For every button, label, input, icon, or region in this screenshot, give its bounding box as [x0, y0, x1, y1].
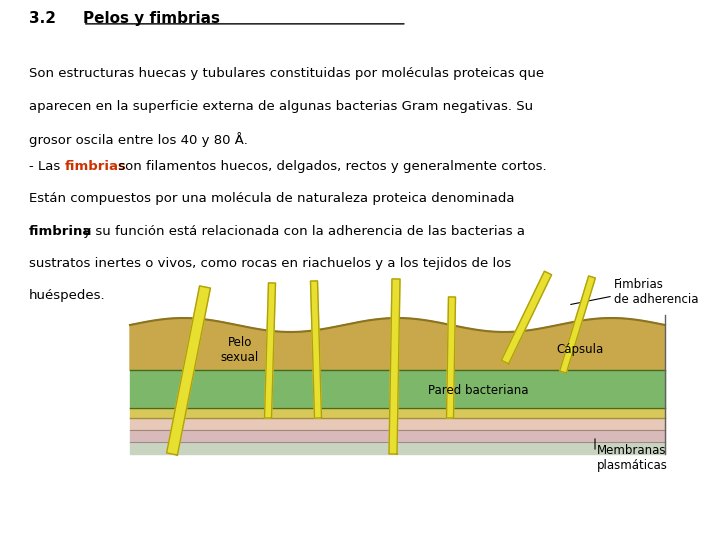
Polygon shape — [130, 418, 665, 430]
Polygon shape — [501, 271, 552, 364]
Text: son filamentos huecos, delgados, rectos y generalmente cortos.: son filamentos huecos, delgados, rectos … — [114, 160, 546, 173]
Polygon shape — [130, 318, 665, 370]
Text: Fimbrias
de adherencia: Fimbrias de adherencia — [614, 278, 698, 306]
Text: 3.2: 3.2 — [29, 11, 66, 26]
Polygon shape — [446, 297, 456, 418]
Text: Pelo
sexual: Pelo sexual — [221, 336, 259, 364]
Text: - Las: - Las — [29, 160, 64, 173]
Polygon shape — [389, 279, 400, 454]
Text: Cápsula: Cápsula — [557, 343, 603, 356]
Text: y su función está relacionada con la adherencia de las bacterias a: y su función está relacionada con la adh… — [79, 225, 525, 238]
Polygon shape — [264, 283, 276, 418]
Text: fimbrias: fimbrias — [65, 160, 127, 173]
Text: Membranas
plasmáticas: Membranas plasmáticas — [597, 444, 668, 472]
Text: sustratos inertes o vivos, como rocas en riachuelos y a los tejidos de los: sustratos inertes o vivos, como rocas en… — [29, 257, 511, 270]
Text: huéspedes.: huéspedes. — [29, 289, 105, 302]
Polygon shape — [130, 408, 665, 418]
Text: grosor oscila entre los 40 y 80 Å.: grosor oscila entre los 40 y 80 Å. — [29, 132, 248, 147]
Polygon shape — [166, 286, 210, 455]
Text: Son estructuras huecas y tubulares constituidas por moléculas proteicas que: Son estructuras huecas y tubulares const… — [29, 68, 544, 80]
Polygon shape — [130, 430, 665, 442]
Polygon shape — [130, 370, 665, 408]
Polygon shape — [310, 281, 322, 418]
Text: Pelos y fimbrias: Pelos y fimbrias — [83, 11, 220, 26]
Text: fimbrina: fimbrina — [29, 225, 92, 238]
Polygon shape — [559, 276, 595, 373]
Text: Pared bacteriana: Pared bacteriana — [428, 383, 528, 396]
Polygon shape — [130, 442, 665, 454]
Text: aparecen en la superficie externa de algunas bacterias Gram negativas. Su: aparecen en la superficie externa de alg… — [29, 100, 533, 113]
Text: Están compuestos por una molécula de naturaleza proteica denominada: Están compuestos por una molécula de nat… — [29, 192, 514, 205]
